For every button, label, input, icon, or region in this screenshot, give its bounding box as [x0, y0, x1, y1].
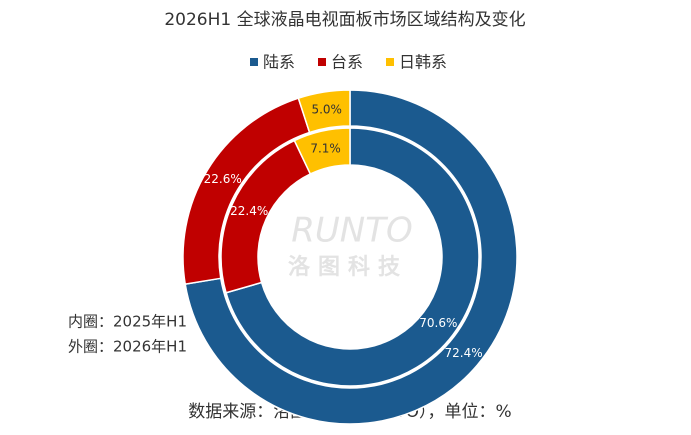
donut-slice [297, 89, 351, 134]
ring-note: 内圈：2025年H1 [68, 313, 187, 331]
data-label: 22.4% [230, 204, 268, 218]
data-label: 72.4% [445, 346, 483, 360]
legend-label: 日韩系 [399, 53, 447, 72]
legend-swatch [386, 58, 394, 66]
legend-label: 陆系 [263, 53, 295, 72]
chart-title: 2026H1 全球液晶电视面板市场区域结构及变化 [164, 10, 525, 30]
donut-slice [225, 127, 480, 387]
data-label: 7.1% [310, 142, 341, 156]
donut-slice [184, 89, 518, 425]
data-label: 22.6% [204, 172, 242, 186]
legend-swatch [250, 58, 258, 66]
data-label: 70.6% [419, 316, 457, 330]
watermark: RUNTO [291, 211, 412, 251]
legend-swatch [318, 58, 326, 66]
donut-slice [293, 127, 351, 175]
legend-label: 台系 [331, 53, 363, 72]
watermark: 洛图科技 [288, 254, 408, 280]
data-label: 5.0% [311, 102, 342, 116]
ring-note: 外圈：2026年H1 [68, 338, 187, 356]
